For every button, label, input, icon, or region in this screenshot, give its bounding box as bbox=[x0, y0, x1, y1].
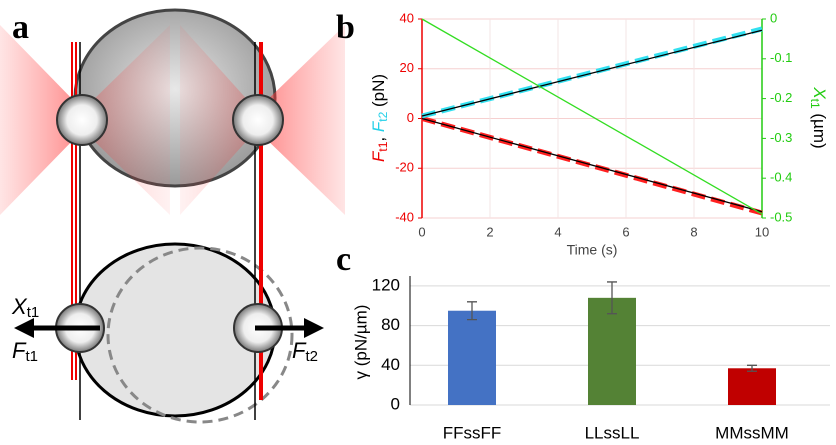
x-tick-label: FFssFF bbox=[443, 423, 502, 442]
symbol: X bbox=[810, 86, 829, 99]
x-tick-label: 0 bbox=[418, 224, 425, 239]
arrow-head bbox=[14, 318, 34, 338]
y-tick-label: 40 bbox=[381, 355, 400, 374]
panel-label: c bbox=[336, 241, 351, 278]
separator: , bbox=[369, 132, 388, 141]
x-tick-label: 4 bbox=[554, 224, 561, 239]
series-line bbox=[421, 117, 763, 213]
x-tick-label: 2 bbox=[486, 224, 493, 239]
symbol: F bbox=[369, 120, 388, 132]
bead bbox=[56, 94, 108, 146]
label-f-t1: Ft1 bbox=[12, 338, 38, 365]
y-tick-label: 20 bbox=[400, 60, 414, 75]
cell-outline-dashed bbox=[106, 246, 294, 424]
y-tick-label: -20 bbox=[395, 160, 414, 175]
symbol: F bbox=[369, 150, 388, 162]
unit: (pN) bbox=[369, 74, 388, 112]
x-tick-label: 10 bbox=[755, 224, 769, 239]
arrow-head bbox=[304, 318, 324, 338]
y-axis-label: Ft1, Ft2 (pN) bbox=[369, 74, 390, 162]
y2-tick-label: -0.1 bbox=[770, 50, 792, 65]
y2-axis-label: Xt1 (µm) bbox=[808, 86, 829, 148]
y-tick-label: 0 bbox=[407, 110, 414, 125]
symbol: X bbox=[11, 294, 28, 319]
subscript: t2 bbox=[376, 111, 390, 121]
subscript: t1 bbox=[25, 348, 38, 365]
laser-left-inner bbox=[88, 25, 170, 215]
x-tick-label: MMssMM bbox=[715, 423, 789, 442]
y2-tick-label: -0.2 bbox=[770, 90, 792, 105]
x-tick-label: LLssLL bbox=[585, 423, 640, 442]
label-f-t2: Ft2 bbox=[292, 338, 318, 365]
laser-right-inner bbox=[180, 25, 252, 215]
y-tick-label: -40 bbox=[395, 209, 414, 224]
y2-tick-label: -0.4 bbox=[770, 170, 792, 185]
subscript: t1 bbox=[808, 99, 822, 109]
bead bbox=[232, 94, 284, 146]
series-line bbox=[421, 26, 763, 119]
error-bar bbox=[467, 301, 477, 321]
subscript: t1 bbox=[376, 141, 390, 151]
symbol: F bbox=[12, 338, 27, 363]
error-bar bbox=[607, 281, 617, 315]
y-tick-label: 0 bbox=[391, 394, 400, 413]
laser-left bbox=[0, 25, 78, 215]
label-x-t1: Xt1 bbox=[11, 294, 39, 321]
x-tick-label: 8 bbox=[690, 224, 697, 239]
x-tick-label: 6 bbox=[622, 224, 629, 239]
series-line bbox=[421, 18, 763, 215]
bar bbox=[728, 368, 776, 405]
y2-tick-label: -0.3 bbox=[770, 130, 792, 145]
y2-tick-label: -0.5 bbox=[770, 209, 792, 224]
bar bbox=[448, 310, 496, 405]
y-tick-label: 80 bbox=[381, 315, 400, 334]
error-bar bbox=[747, 364, 757, 372]
laser-right bbox=[262, 25, 345, 215]
panel-c: c γ (pN/µm) 0 40 80 120 FFssFF LLssLL MMssMM bbox=[336, 241, 830, 442]
subscript: t1 bbox=[27, 304, 40, 321]
y-tick-label: 40 bbox=[400, 10, 414, 25]
series-line bbox=[421, 29, 763, 117]
y-tick-label: 120 bbox=[372, 275, 400, 294]
y-axis-label: γ (pN/µm) bbox=[351, 305, 370, 380]
panel-label: b bbox=[336, 9, 355, 46]
panel-label: a bbox=[12, 9, 29, 46]
unit: (µm) bbox=[810, 109, 829, 149]
y2-tick-label: 0 bbox=[770, 10, 777, 25]
panel-b: b Ft1, Ft2 (pN) Xt1 (µm) Time (s) -40 -20… bbox=[336, 9, 829, 258]
panel-a: a Xt1 Ft1 Ft2 bbox=[0, 8, 345, 424]
bar bbox=[588, 297, 636, 405]
x-axis-label: Time (s) bbox=[567, 242, 618, 258]
subscript: t2 bbox=[305, 348, 318, 365]
symbol: F bbox=[292, 338, 307, 363]
